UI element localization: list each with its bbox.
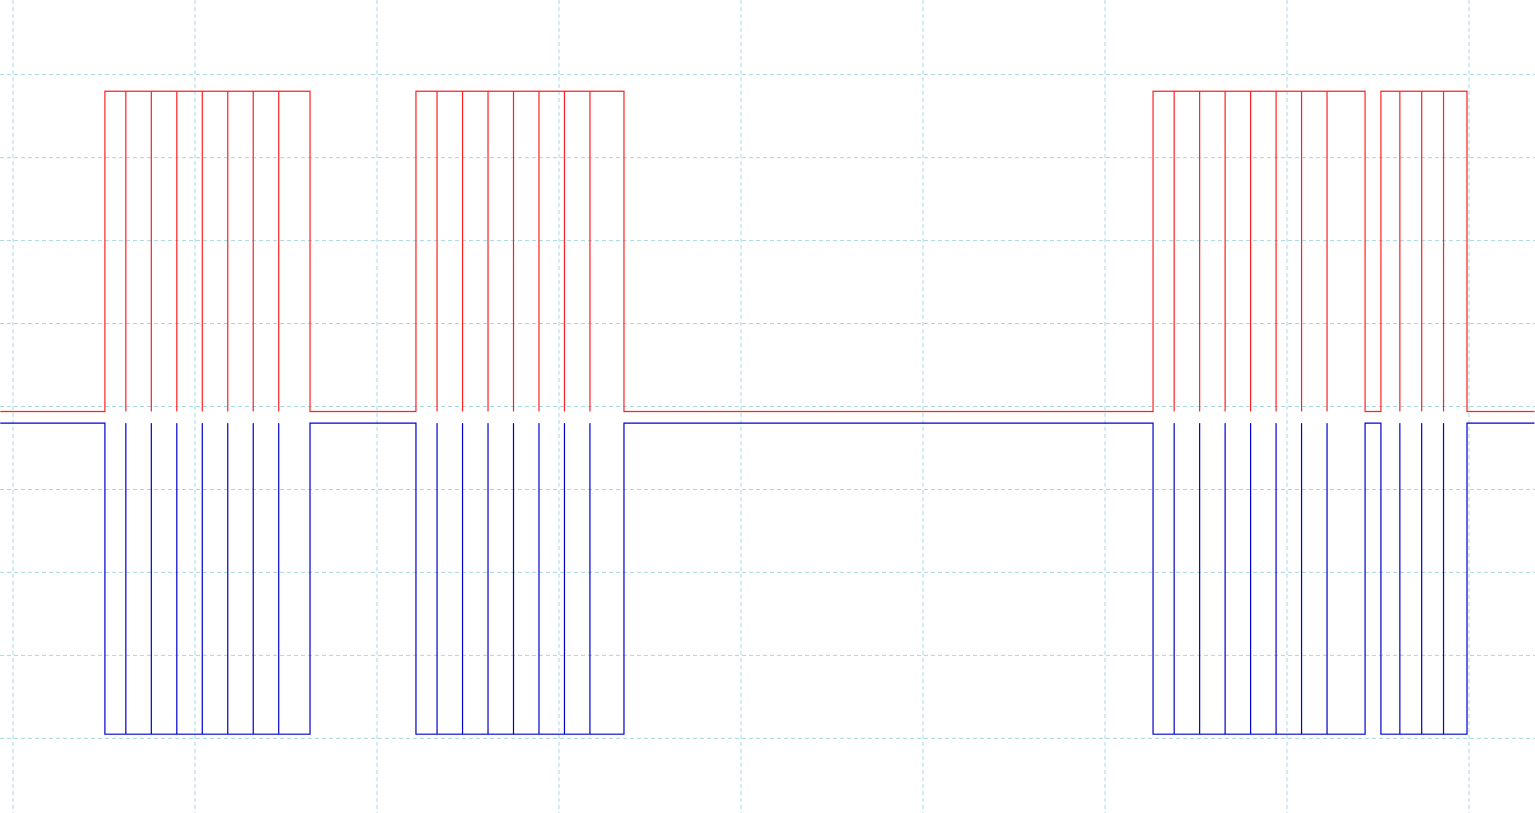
signal-trace (0, 90, 1535, 413)
signal-trace (0, 422, 1535, 735)
